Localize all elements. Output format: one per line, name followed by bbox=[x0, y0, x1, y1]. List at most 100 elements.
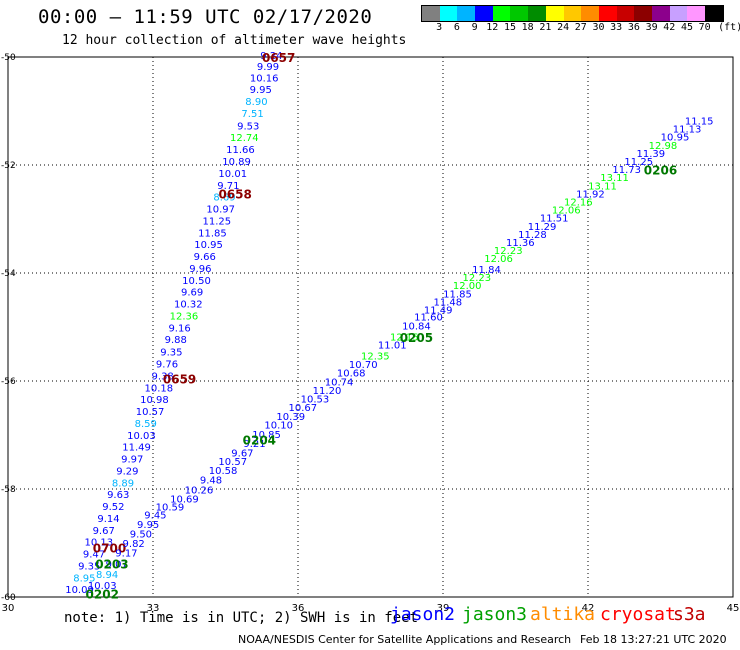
color-swatch bbox=[563, 6, 582, 21]
map-frame bbox=[7, 56, 734, 598]
longitude-tick-label: 42 bbox=[582, 603, 595, 614]
wave-height-label: 11.85 bbox=[198, 228, 227, 239]
color-scale-labels: 3 6 9 12 15 18 21 24 27 30 33 36 39 42 45 70 (ft) bbox=[421, 22, 740, 34]
wave-height-label: 10.89 bbox=[222, 157, 251, 168]
wave-height-label: 10.32 bbox=[174, 300, 203, 311]
wave-height-label: 9.95 bbox=[137, 520, 159, 531]
wave-height-label: 9.29 bbox=[116, 466, 138, 477]
longitude-tick-label: 33 bbox=[147, 603, 160, 614]
color-scale-tick: 9 bbox=[471, 22, 478, 33]
color-scale-tick: 36 bbox=[627, 22, 640, 33]
wave-height-label: 12.35 bbox=[361, 351, 390, 362]
wave-height-label: 8.89 bbox=[112, 478, 134, 489]
wave-height-label: 9.35 bbox=[160, 348, 182, 359]
color-swatch bbox=[492, 6, 511, 21]
color-swatch bbox=[510, 6, 529, 21]
wave-height-label: 11.25 bbox=[202, 216, 231, 227]
color-swatch bbox=[669, 6, 688, 21]
pass-time-label: 0206 bbox=[644, 163, 677, 177]
wave-height-label: 10.68 bbox=[337, 369, 366, 380]
color-scale-tick: 42 bbox=[663, 22, 676, 33]
wave-height-label: 12.74 bbox=[230, 133, 259, 144]
wave-height-label: 9.97 bbox=[121, 455, 143, 466]
pass-time-label: 0657 bbox=[262, 51, 295, 65]
wave-height-label: 9.21 bbox=[243, 439, 265, 450]
wave-height-label: 9.47 bbox=[83, 550, 105, 561]
wave-height-label: 11.15 bbox=[685, 117, 714, 128]
wave-height-label: 9.50 bbox=[130, 530, 152, 541]
color-scale-tick: 45 bbox=[680, 22, 694, 33]
wave-height-label: 11.73 bbox=[612, 165, 641, 176]
wave-height-label: 9.69 bbox=[181, 288, 203, 299]
color-scale-tick: 6 bbox=[453, 22, 460, 33]
wave-height-label: 11.29 bbox=[528, 222, 557, 233]
wave-height-label: 9.88 bbox=[165, 335, 187, 346]
wave-height-label: 10.57 bbox=[136, 407, 165, 418]
latitude-tick-label: -60 bbox=[1, 593, 16, 603]
color-swatch bbox=[422, 6, 440, 21]
color-swatch bbox=[598, 6, 617, 21]
color-scale-tick: (ft) bbox=[718, 22, 740, 33]
wave-height-label: 9.99 bbox=[257, 62, 279, 73]
wave-height-label: 10.09 bbox=[65, 585, 94, 596]
wave-height-label: 11.60 bbox=[414, 313, 443, 324]
color-scale-tick: 27 bbox=[574, 22, 587, 33]
wave-height-label: 8.90 bbox=[245, 97, 267, 108]
color-swatch bbox=[616, 6, 635, 21]
pass-time-label: 0204 bbox=[243, 433, 276, 447]
wave-height-label: 12.98 bbox=[649, 141, 678, 152]
wave-height-label: 11.13 bbox=[673, 125, 702, 136]
pass-time-label: 0205 bbox=[400, 331, 433, 345]
wave-height-label: 10.50 bbox=[182, 276, 211, 287]
color-swatch bbox=[475, 6, 493, 21]
color-scale-tick: 3 bbox=[436, 22, 443, 33]
legend-entry-s3a: s3a bbox=[673, 604, 706, 625]
wave-height-label: 9.48 bbox=[200, 476, 222, 487]
pass-time-label: 0659 bbox=[163, 372, 196, 386]
wave-height-label: 10.97 bbox=[206, 205, 235, 216]
pass-time-label: 0658 bbox=[218, 188, 251, 202]
color-scale-tick: 24 bbox=[557, 22, 570, 33]
color-scale-bar bbox=[421, 5, 724, 22]
wave-height-label: 11.39 bbox=[637, 149, 666, 160]
wave-height-label: 11.92 bbox=[576, 189, 605, 200]
wave-height-label: 10.03 bbox=[88, 581, 117, 592]
pass-time-label: 0202 bbox=[86, 587, 119, 601]
color-swatch bbox=[651, 6, 670, 21]
wave-height-label: 9.95 bbox=[250, 85, 272, 96]
wave-height-label: 10.13 bbox=[85, 538, 114, 549]
wave-height-label: 10.03 bbox=[127, 431, 156, 442]
color-swatch bbox=[528, 6, 546, 21]
wave-height-label: 11.36 bbox=[506, 238, 535, 249]
wave-height-label: 9.67 bbox=[93, 526, 115, 537]
color-swatch bbox=[581, 6, 599, 21]
wave-height-label: 9.07 bbox=[106, 559, 128, 570]
latitude-tick-label: -54 bbox=[1, 269, 16, 279]
color-scale-tick: 70 bbox=[698, 22, 711, 33]
longitude-tick-label: 36 bbox=[292, 603, 305, 614]
legend-entry-jason2: jason2 bbox=[390, 604, 456, 625]
longitude-tick-label: 39 bbox=[437, 603, 450, 614]
wave-height-label: 11.49 bbox=[424, 306, 453, 317]
color-swatch bbox=[439, 6, 458, 21]
wave-height-label: 8.59 bbox=[135, 419, 157, 430]
wave-height-label: 11.48 bbox=[434, 297, 463, 308]
latitude-tick-label: -52 bbox=[1, 161, 16, 171]
wave-height-label: 9.17 bbox=[115, 549, 137, 560]
wave-height-label: 9.38 bbox=[152, 371, 174, 382]
wave-height-label: 10.16 bbox=[250, 73, 279, 84]
latitude-tick-label: -50 bbox=[1, 53, 16, 63]
wave-height-label: 9.35 bbox=[78, 561, 100, 572]
wave-height-label: 8.95 bbox=[73, 573, 95, 584]
wave-height-label: 10.74 bbox=[325, 377, 354, 388]
longitude-tick-label: 30 bbox=[2, 603, 15, 614]
wave-height-label: 10.10 bbox=[264, 421, 293, 432]
legend-entry-jason3: jason3 bbox=[462, 604, 528, 625]
wave-height-label: 9.67 bbox=[231, 449, 253, 460]
wave-height-label: 11.25 bbox=[624, 157, 653, 168]
latitude-tick-label: -58 bbox=[1, 485, 16, 495]
page-title: 00:00 – 11:59 UTC 02/17/2020 bbox=[38, 6, 373, 28]
pass-time-label: 0203 bbox=[95, 558, 128, 572]
generated-timestamp: Feb 18 13:27:21 UTC 2020 bbox=[580, 633, 727, 646]
